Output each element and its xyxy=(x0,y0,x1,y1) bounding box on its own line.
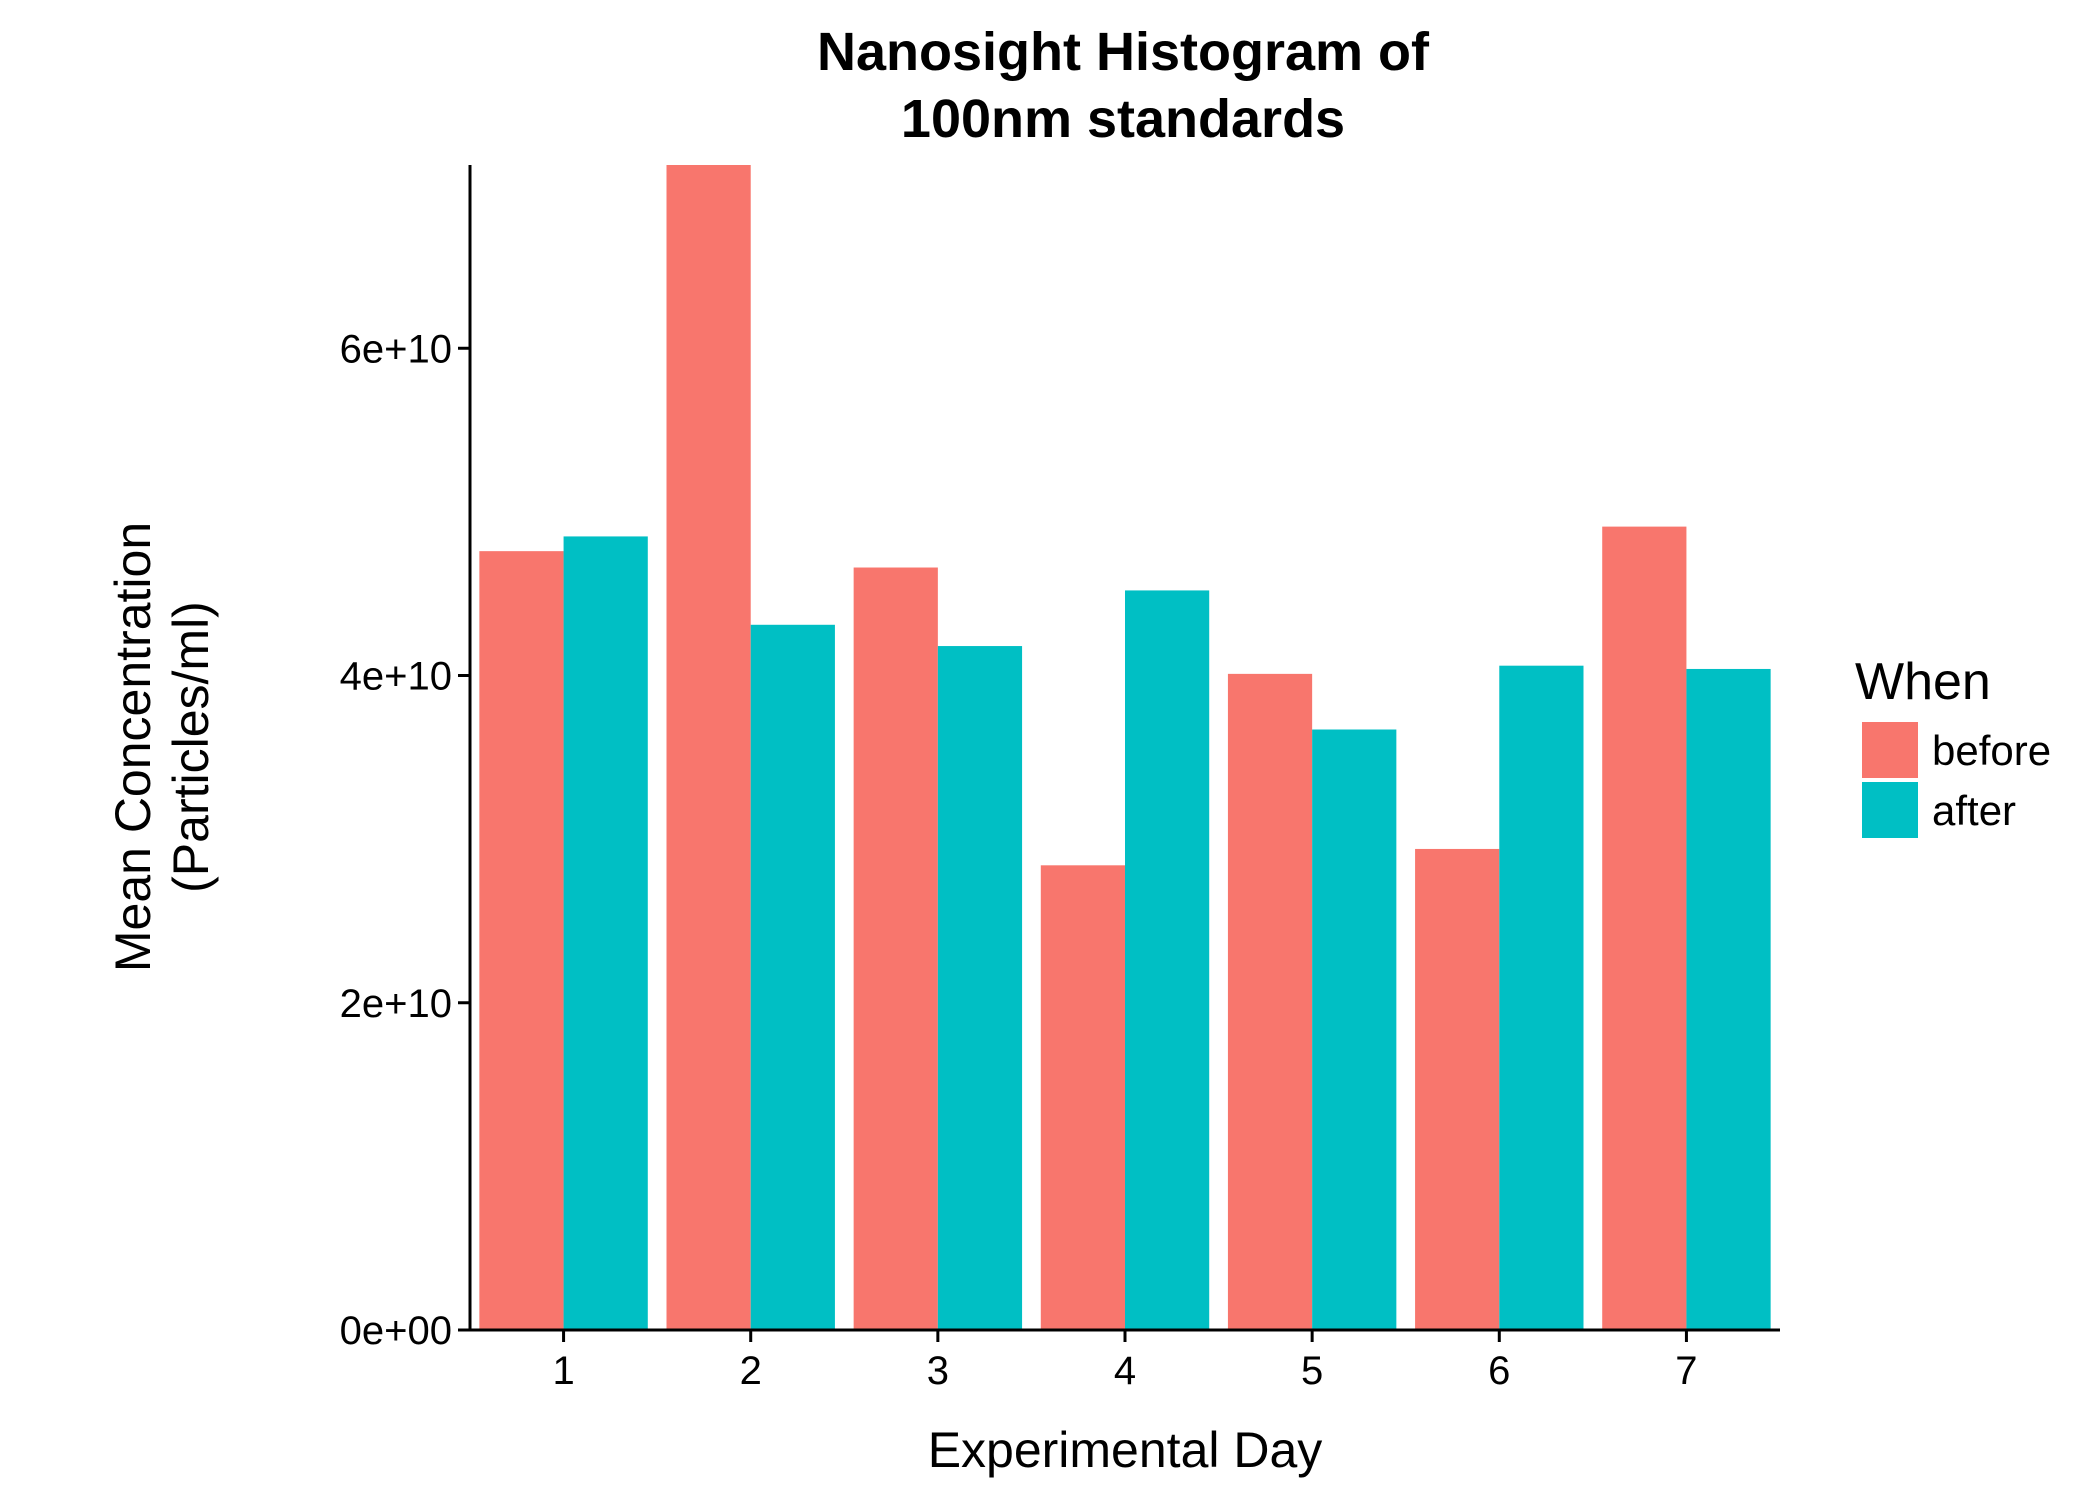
legend-swatch-before xyxy=(1862,722,1918,778)
x-tick-label: 3 xyxy=(927,1349,949,1393)
legend-label-before: before xyxy=(1932,727,2051,774)
bar-before-day-2 xyxy=(666,165,751,1330)
chart-title: Nanosight Histogram of 100nm standards xyxy=(817,22,1430,149)
bar-before-day-4 xyxy=(1040,865,1125,1330)
bar-before-day-1 xyxy=(479,551,564,1330)
x-ticks: 1 2 3 4 5 6 7 xyxy=(552,1330,1698,1393)
x-tick-label: 6 xyxy=(1488,1349,1510,1393)
chart-title-line-2: 100nm standards xyxy=(901,89,1345,149)
bar-after-day-4 xyxy=(1125,590,1210,1330)
y-tick-label: 6e+10 xyxy=(340,327,452,371)
y-ticks: 0e+00 2e+10 4e+10 6e+10 xyxy=(340,327,470,1353)
y-axis-title-line-2: (Particles/ml) xyxy=(163,601,219,893)
bar-before-day-3 xyxy=(853,567,938,1330)
x-axis-title: Experimental Day xyxy=(928,1422,1323,1478)
bars xyxy=(479,165,1771,1330)
x-tick-label: 4 xyxy=(1114,1349,1136,1393)
legend-title: When xyxy=(1855,653,1991,711)
y-tick-label: 2e+10 xyxy=(340,982,452,1026)
bar-before-day-7 xyxy=(1602,526,1687,1330)
bar-after-day-6 xyxy=(1499,665,1584,1330)
bar-after-day-5 xyxy=(1312,729,1397,1330)
y-tick-label: 4e+10 xyxy=(340,655,452,699)
legend-label-after: after xyxy=(1932,787,2016,834)
chart-title-line-1: Nanosight Histogram of xyxy=(817,22,1430,82)
bar-before-day-5 xyxy=(1227,673,1313,1330)
bar-after-day-3 xyxy=(937,646,1023,1330)
y-axis-title: Mean Concentration (Particles/ml) xyxy=(105,522,219,972)
bar-after-day-2 xyxy=(750,624,835,1330)
bar-before-day-6 xyxy=(1415,848,1500,1330)
y-tick-label: 0e+00 xyxy=(340,1309,452,1353)
x-tick-label: 2 xyxy=(740,1349,762,1393)
x-tick-label: 7 xyxy=(1675,1349,1697,1393)
legend: When before after xyxy=(1855,653,2051,838)
x-tick-label: 5 xyxy=(1301,1349,1323,1393)
bar-after-day-1 xyxy=(563,536,648,1330)
y-axis-title-line-1: Mean Concentration xyxy=(105,522,161,972)
x-tick-label: 1 xyxy=(552,1349,574,1393)
bar-after-day-7 xyxy=(1686,668,1771,1330)
legend-swatch-after xyxy=(1862,782,1918,838)
